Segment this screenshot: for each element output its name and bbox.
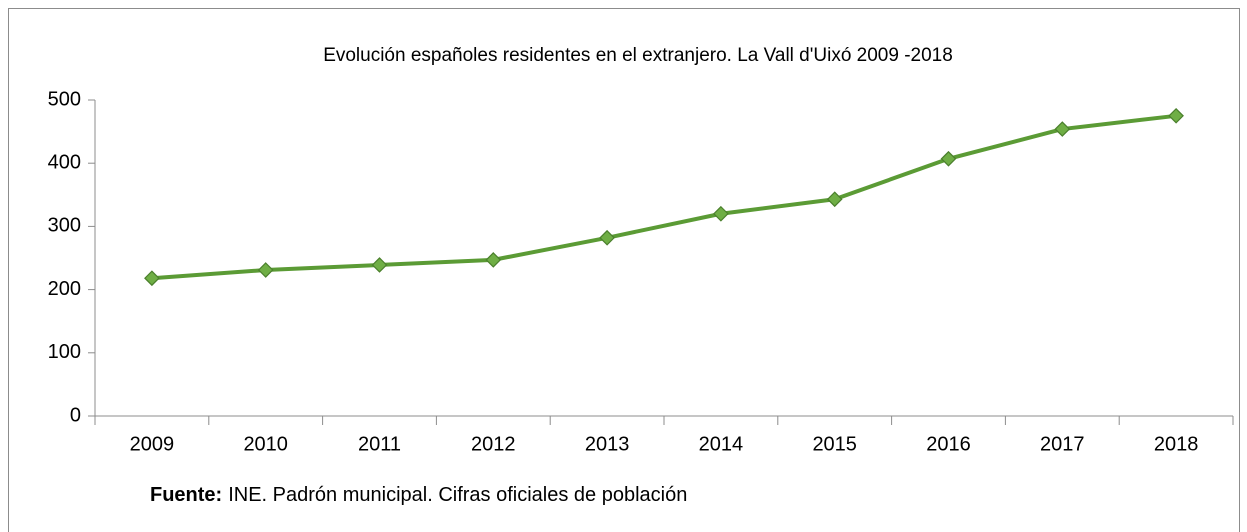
x-tick-label: 2011 (358, 433, 401, 455)
x-tick-label: 2018 (1154, 433, 1199, 455)
y-tick-label: 300 (48, 215, 81, 237)
data-point (485, 252, 502, 268)
source-label: Fuente: (150, 484, 222, 506)
data-point (1168, 107, 1184, 124)
data-point (599, 229, 615, 246)
data-point (257, 262, 274, 278)
source-text: INE. Padrón municipal. Cifras oficiales … (228, 484, 687, 506)
data-point (940, 150, 957, 167)
data-point (713, 205, 729, 222)
y-tick-label: 0 (70, 404, 81, 426)
data-point (371, 257, 388, 273)
x-tick-label: 2015 (812, 433, 857, 455)
y-tick-label: 200 (48, 278, 81, 300)
chart-title: Evolución españoles residentes en el ext… (323, 45, 953, 66)
data-point (1054, 121, 1071, 137)
series-line (151, 113, 1177, 281)
x-tick-label: 2016 (926, 433, 971, 455)
data-point (826, 191, 843, 208)
x-tick-label: 2009 (130, 433, 175, 455)
x-tick-label: 2017 (1040, 433, 1085, 455)
source: Fuente: INE. Padrón municipal. Cifras ofi… (150, 484, 687, 506)
chart-border (8, 8, 1240, 532)
x-tick-label: 2013 (585, 433, 630, 455)
y-tick-label: 500 (48, 88, 81, 110)
x-tick-label: 2012 (471, 433, 516, 455)
x-tick-label: 2010 (243, 433, 288, 455)
y-tick-label: 100 (48, 341, 81, 363)
x-tick-label: 2014 (699, 433, 744, 455)
y-tick-label: 400 (48, 151, 81, 173)
data-point (144, 270, 160, 287)
